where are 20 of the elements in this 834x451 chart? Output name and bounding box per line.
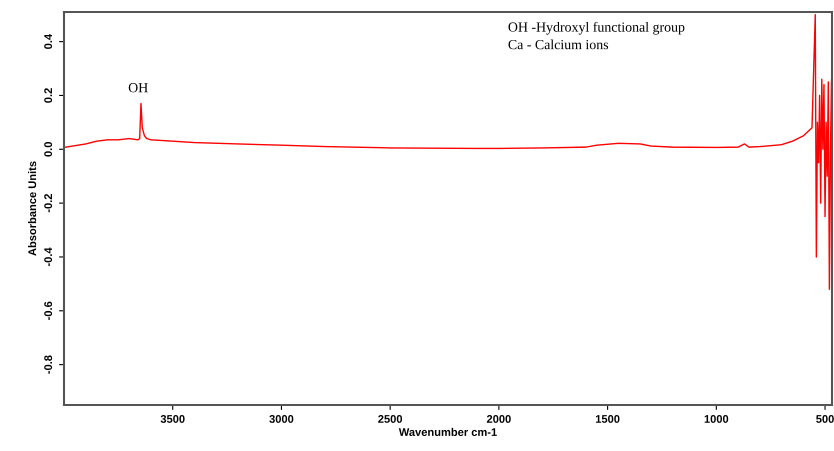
x-tick-label: 1000 <box>704 415 728 423</box>
y-tick-label: -0.2 <box>44 194 52 212</box>
y-tick-label: -0.6 <box>44 302 52 320</box>
x-tick-label: 3000 <box>269 415 294 423</box>
annotation: OH <box>128 83 148 92</box>
x-tick-label: 2500 <box>378 415 402 423</box>
x-axis-title: Wavenumber cm-1 <box>398 428 497 436</box>
y-tick-label: 0.2 <box>44 88 52 103</box>
x-tick-label: 3500 <box>160 415 185 423</box>
y-tick-label: 0.0 <box>44 142 52 157</box>
x-tick-label: 1500 <box>596 415 620 423</box>
annotation: Ca - Calcium ions <box>508 40 608 50</box>
y-tick-label: 0.4 <box>44 34 52 49</box>
annotation: OH -Hydroxyl functional group <box>508 22 684 35</box>
x-tick-label: 500 <box>816 415 834 423</box>
line-series <box>64 14 832 290</box>
x-tick-label: 2000 <box>486 415 511 423</box>
y-tick-label: -0.4 <box>44 247 52 266</box>
y-axis-title: Absorbance Units <box>28 161 36 256</box>
y-tick-label: -0.8 <box>44 355 52 374</box>
